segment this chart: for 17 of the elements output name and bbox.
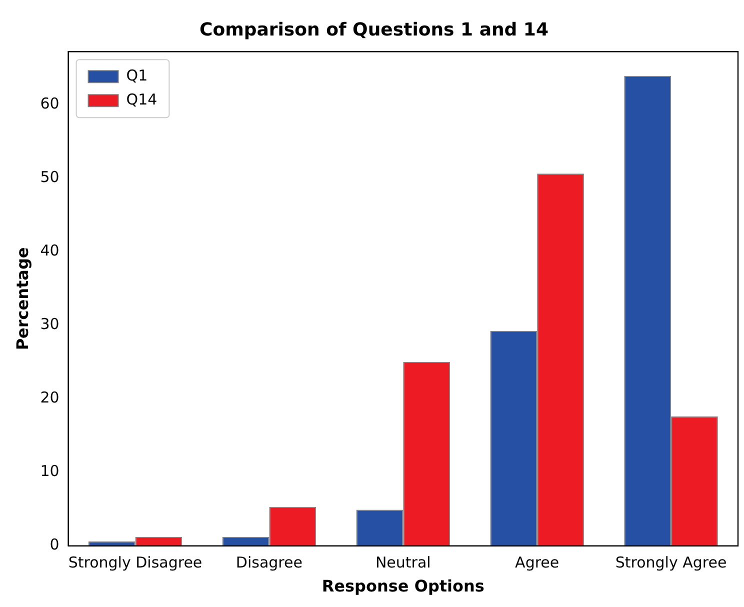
x-tick-label: Disagree: [236, 554, 302, 572]
y-axis-title: Percentage: [12, 247, 32, 350]
y-tick-label: 50: [40, 168, 60, 186]
y-tick-label: 20: [40, 388, 60, 407]
x-axis-title: Response Options: [322, 576, 484, 596]
x-tick-label: Agree: [515, 554, 560, 572]
x-tick-label: Neutral: [375, 554, 431, 572]
x-tick-label: Strongly Agree: [615, 554, 727, 572]
y-tick-label: 30: [40, 315, 60, 334]
legend-label: Q1: [126, 66, 148, 84]
y-tick-label: 0: [50, 536, 60, 554]
y-tick-label: 10: [40, 462, 60, 480]
chart-title: Comparison of Questions 1 and 14: [200, 19, 548, 40]
y-tick-label: 60: [40, 94, 60, 112]
y-tick-label: 40: [40, 242, 60, 260]
x-tick-label: Strongly Disagree: [68, 554, 202, 572]
legend-label: Q14: [126, 90, 158, 108]
